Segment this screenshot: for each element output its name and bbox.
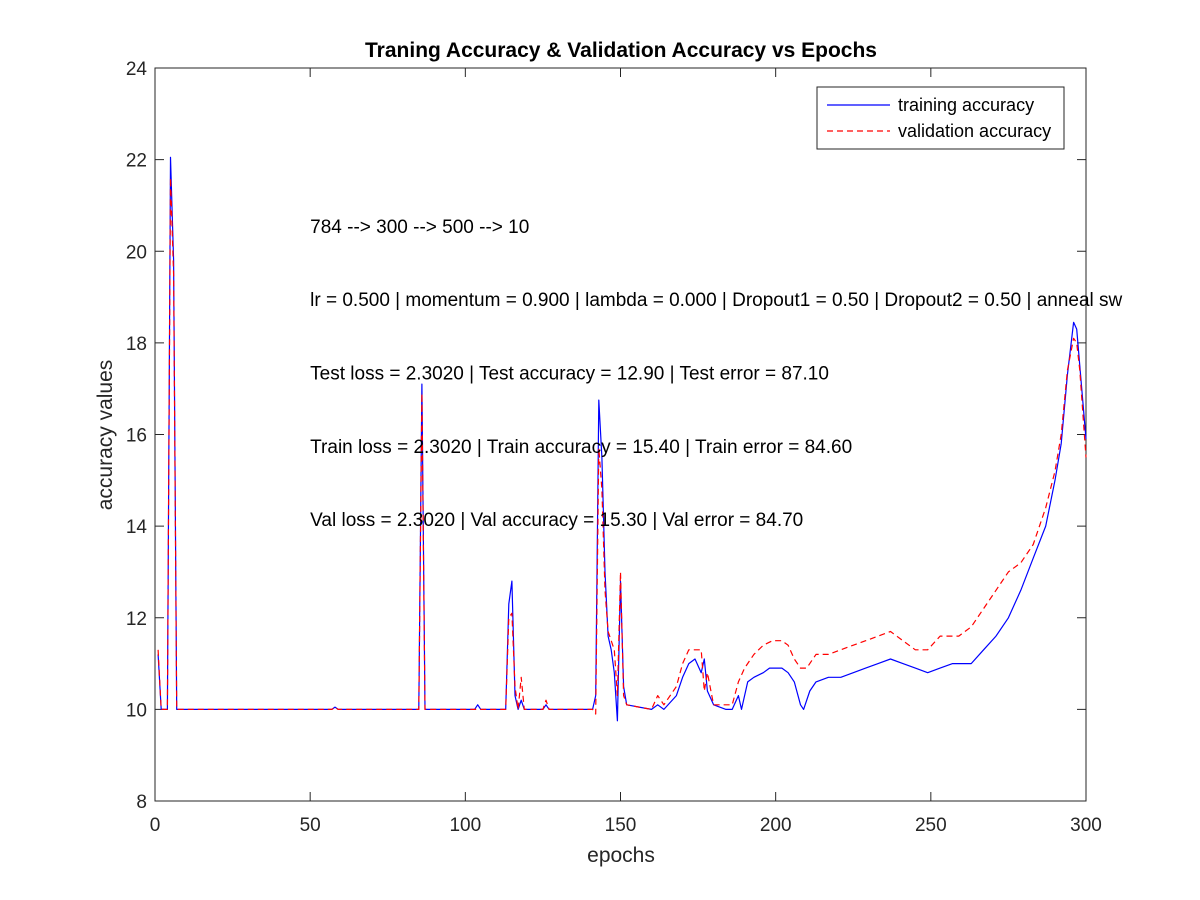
- annotation-text: lr = 0.500 | momentum = 0.900 | lambda =…: [310, 290, 1122, 311]
- annotation-text: Test loss = 2.3020 | Test accuracy = 12.…: [310, 364, 829, 385]
- legend-entry: validation accuracy: [898, 121, 1051, 141]
- series-line-validation: [157, 177, 1087, 715]
- x-axis-label: epochs: [587, 844, 655, 867]
- legend-entry: training accuracy: [898, 95, 1034, 115]
- series-layer: [157, 156, 1087, 722]
- plot-frame: [154, 67, 1087, 802]
- x-tick-label: 300: [1070, 815, 1102, 836]
- annotation-text: Train loss = 2.3020 | Train accuracy = 1…: [310, 437, 852, 458]
- axis-ticks: 0 50 100 150 200 250 300 8 10 12 14 16 18 20 22 24: [126, 59, 1102, 836]
- x-tick-label: 150: [605, 815, 637, 836]
- y-tick-label: 10: [126, 700, 147, 721]
- annotation-text: Val loss = 2.3020 | Val accuracy = 15.30…: [310, 510, 803, 531]
- chart-title: Traning Accuracy & Validation Accuracy v…: [365, 39, 877, 62]
- y-axis-label: accuracy values: [94, 360, 117, 511]
- x-tick-label: 200: [760, 815, 792, 836]
- plot-area: 0 50 100 150 200 250 300 8 10 12 14 16 18 20 22 24 784 …: [126, 59, 1123, 836]
- legend: training accuracy validation accuracy: [816, 86, 1065, 150]
- x-tick-label: 100: [449, 815, 481, 836]
- y-tick-label: 16: [126, 426, 147, 447]
- y-tick-label: 22: [126, 151, 147, 172]
- x-tick-label: 50: [300, 815, 321, 836]
- y-tick-label: 14: [126, 517, 148, 538]
- y-tick-label: 18: [126, 334, 147, 355]
- annotation-text: 784 --> 300 --> 500 --> 10: [310, 217, 529, 238]
- x-tick-label: 0: [150, 815, 161, 836]
- y-tick-label: 20: [126, 242, 147, 263]
- y-tick-label: 8: [136, 792, 147, 813]
- y-tick-label: 24: [126, 59, 148, 80]
- annotations: 784 --> 300 --> 500 --> 10 lr = 0.500 | m…: [310, 217, 1122, 531]
- x-tick-label: 250: [915, 815, 947, 836]
- legend-box: [816, 86, 1065, 150]
- y-tick-label: 12: [126, 609, 147, 630]
